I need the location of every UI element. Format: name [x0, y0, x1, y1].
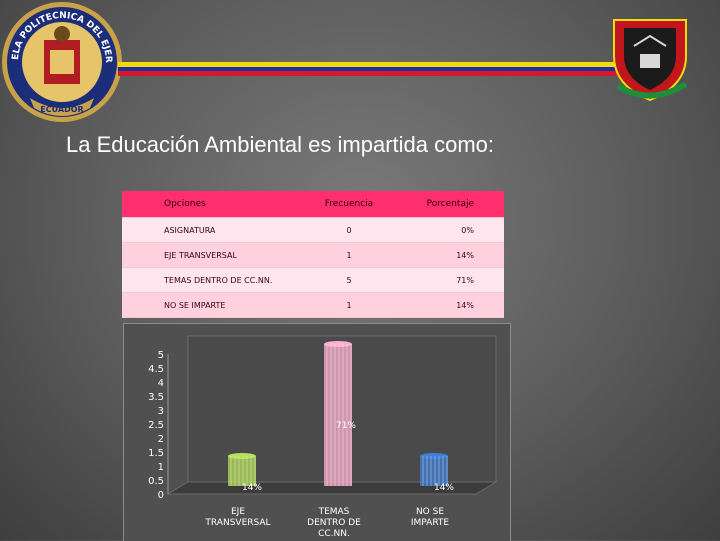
table-row: NO SE IMPARTE 1 14% [122, 292, 504, 318]
bar [228, 456, 256, 486]
table-row: ASIGNATURA 0 0% [122, 217, 504, 243]
row-frequency: 0 [294, 217, 404, 243]
bar-top [420, 453, 448, 459]
x-category-label: CC.NN. [318, 529, 350, 539]
x-category-label: TRANSVERSAL [204, 518, 270, 528]
row-option: EJE TRANSVERSAL [122, 242, 294, 268]
row-frequency: 1 [294, 292, 404, 318]
stripe-blue [118, 67, 638, 71]
x-category-label: NO SE [416, 507, 444, 517]
row-option: TEMAS DENTRO DE CC.NN. [122, 267, 294, 293]
y-tick-label: 1 [158, 462, 164, 473]
x-category-label: IMPARTE [411, 518, 450, 528]
row-percentage: 0% [404, 217, 504, 243]
x-category-label: TEMAS [318, 507, 350, 517]
row-percentage: 71% [404, 267, 504, 293]
y-tick-label: 3 [158, 406, 164, 417]
table-row: EJE TRANSVERSAL 1 14% [122, 242, 504, 268]
y-tick-label: 2.5 [148, 420, 164, 431]
row-percentage: 14% [404, 242, 504, 268]
shield-emblem-logo [613, 19, 688, 102]
flag-stripe [118, 62, 638, 76]
y-tick-label: 4 [158, 378, 164, 389]
header-porcentaje: Porcentaje [404, 191, 504, 218]
row-option: NO SE IMPARTE [122, 292, 294, 318]
header-frecuencia: Frecuencia [294, 191, 404, 218]
row-option: ASIGNATURA [122, 217, 294, 243]
data-label: 71% [336, 421, 356, 431]
bar [420, 456, 448, 486]
x-category-label: DENTRO DE [307, 518, 361, 528]
svg-text:ECUADOR: ECUADOR [40, 105, 83, 114]
y-tick-label: 2 [158, 434, 164, 445]
y-tick-label: 0.5 [148, 476, 164, 487]
bar-top [228, 453, 256, 459]
header-opciones: Opciones [122, 191, 294, 218]
table-header-row: Opciones Frecuencia Porcentaje [122, 191, 504, 218]
page-title: La Educación Ambiental es impartida como… [66, 132, 495, 157]
data-label: 14% [242, 483, 262, 493]
data-label: 14% [434, 483, 454, 493]
stripe-yellow [118, 62, 638, 67]
y-tick-label: 1.5 [148, 448, 164, 459]
escuela-politecnica-seal-logo: ECUADOR ESCUELA POLITECNICA DEL EJERCITO [0, 0, 122, 122]
y-tick-label: 4.5 [148, 364, 164, 375]
table-row: TEMAS DENTRO DE CC.NN. 5 71% [122, 267, 504, 293]
y-tick-label: 3.5 [148, 392, 164, 403]
row-percentage: 14% [404, 292, 504, 318]
y-tick-label: 5 [158, 350, 164, 361]
stripe-red [118, 71, 638, 76]
y-tick-label: 0 [158, 490, 164, 501]
x-category-label: EJE [231, 507, 245, 517]
bar-top [324, 341, 352, 347]
frequency-table: Opciones Frecuencia Porcentaje ASIGNATUR… [122, 191, 504, 318]
row-frequency: 1 [294, 242, 404, 268]
bar [324, 344, 352, 486]
row-frequency: 5 [294, 267, 404, 293]
